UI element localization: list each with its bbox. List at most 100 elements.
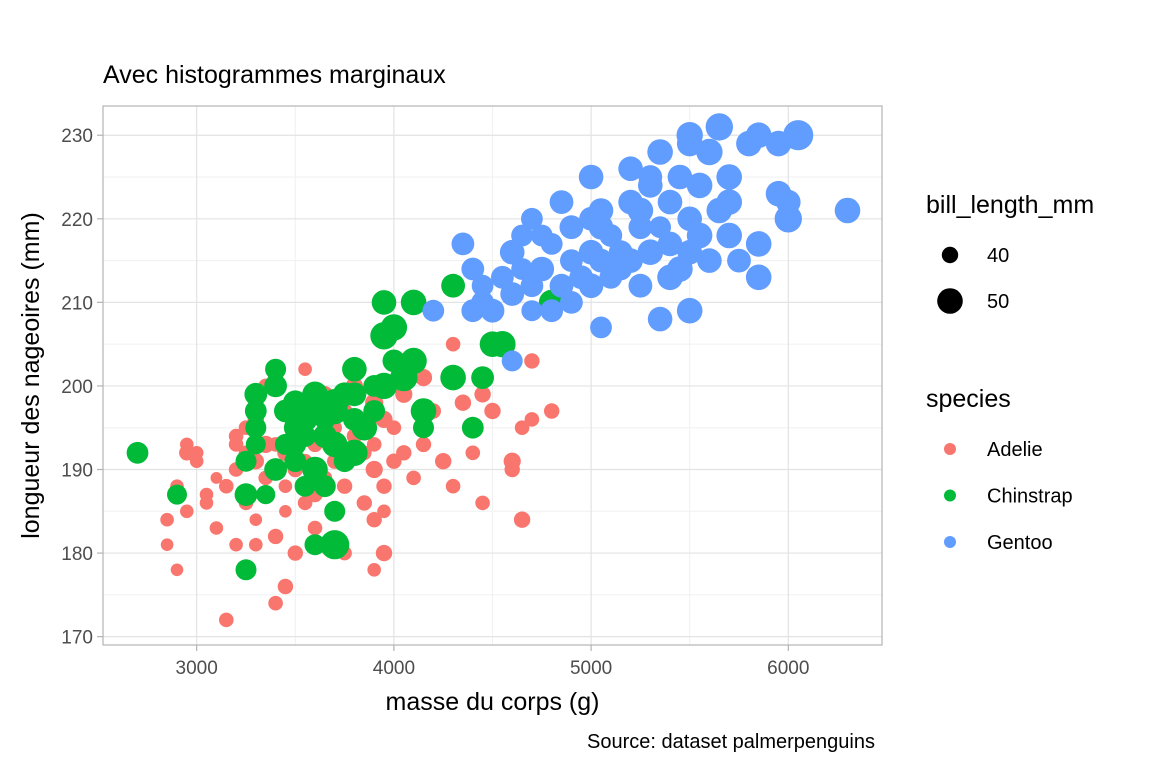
y-tick-label: 170 <box>61 628 93 649</box>
data-point <box>363 375 386 397</box>
data-point <box>406 470 421 486</box>
y-tick-label: 220 <box>61 210 93 231</box>
data-point <box>244 400 267 422</box>
data-point <box>199 487 214 502</box>
data-point <box>377 504 391 519</box>
data-point <box>440 364 466 391</box>
x-tick-label: 6000 <box>767 658 809 679</box>
data-point <box>628 215 653 240</box>
data-point <box>524 412 540 427</box>
data-point <box>179 445 195 461</box>
data-point <box>638 165 663 189</box>
data-point <box>727 248 751 273</box>
data-point <box>324 500 346 522</box>
x-tick-label: 3000 <box>176 658 218 679</box>
data-point <box>283 390 308 416</box>
data-point <box>677 206 702 232</box>
data-point <box>400 347 427 375</box>
data-point <box>599 224 623 247</box>
data-point <box>745 264 772 291</box>
data-point <box>284 450 307 473</box>
chart-caption: Source: dataset palmerpenguins <box>587 731 875 753</box>
data-point <box>524 353 540 369</box>
data-point <box>530 224 553 247</box>
size-legend-title: bill_length_mm <box>926 191 1094 219</box>
data-point <box>540 299 564 323</box>
data-point <box>297 495 313 511</box>
data-point <box>745 122 772 148</box>
panel-border <box>102 105 883 646</box>
data-point <box>279 505 292 518</box>
data-point <box>500 282 525 306</box>
data-point <box>657 189 683 215</box>
data-point <box>676 297 703 324</box>
data-point <box>376 478 392 494</box>
data-point <box>245 417 267 439</box>
data-point <box>521 207 543 230</box>
data-point <box>716 222 742 249</box>
data-point <box>167 484 187 505</box>
y-tick-label: 230 <box>61 126 93 147</box>
size-legend-key <box>941 246 959 264</box>
data-point <box>264 374 287 398</box>
color-legend-title: species <box>926 385 1011 413</box>
data-point <box>267 528 284 545</box>
data-point <box>382 349 406 373</box>
data-point <box>637 239 664 265</box>
data-point <box>647 306 673 332</box>
data-point <box>180 504 194 519</box>
color-legend-key <box>944 536 956 548</box>
x-tick-label: 4000 <box>373 658 415 679</box>
data-point <box>367 563 382 577</box>
data-point <box>521 300 543 322</box>
data-point <box>265 358 287 380</box>
data-point <box>618 156 643 181</box>
color-legend-key <box>944 489 956 502</box>
data-point <box>256 485 276 505</box>
data-point <box>415 436 432 453</box>
data-point <box>513 511 531 528</box>
data-point <box>209 521 224 535</box>
data-point <box>365 460 383 479</box>
data-point <box>697 248 722 273</box>
series-chinstrap <box>126 273 565 581</box>
data-point <box>302 456 328 483</box>
data-point <box>696 138 723 166</box>
data-point <box>461 416 484 439</box>
data-point <box>302 398 328 424</box>
data-point <box>410 398 437 424</box>
data-point <box>783 120 814 151</box>
data-point <box>451 232 475 256</box>
data-point <box>375 544 393 562</box>
data-point <box>618 189 643 215</box>
x-tick-label: 5000 <box>570 658 612 679</box>
data-point <box>264 458 287 481</box>
data-point <box>578 164 604 190</box>
data-point <box>249 537 263 552</box>
y-tick-label: 210 <box>61 293 93 314</box>
data-point <box>343 408 366 431</box>
data-point <box>380 314 408 341</box>
data-point <box>235 559 257 581</box>
data-point <box>529 256 555 282</box>
data-point <box>287 545 303 561</box>
data-point <box>461 257 485 281</box>
data-point <box>608 240 633 265</box>
data-point <box>234 483 258 506</box>
data-point <box>219 612 234 628</box>
data-point <box>170 563 184 577</box>
data-point <box>834 197 861 224</box>
x-axis-title: masse du corps (g) <box>386 688 600 716</box>
data-point <box>245 434 266 455</box>
color-legend-label: Chinstrap <box>987 486 1073 508</box>
data-point <box>706 197 733 224</box>
data-point <box>544 403 560 419</box>
data-point <box>489 331 516 358</box>
chart-title: Avec histogrammes marginaux <box>103 61 446 89</box>
data-point <box>371 290 397 315</box>
data-point <box>244 382 268 406</box>
data-point <box>342 356 367 382</box>
data-point <box>235 450 257 472</box>
